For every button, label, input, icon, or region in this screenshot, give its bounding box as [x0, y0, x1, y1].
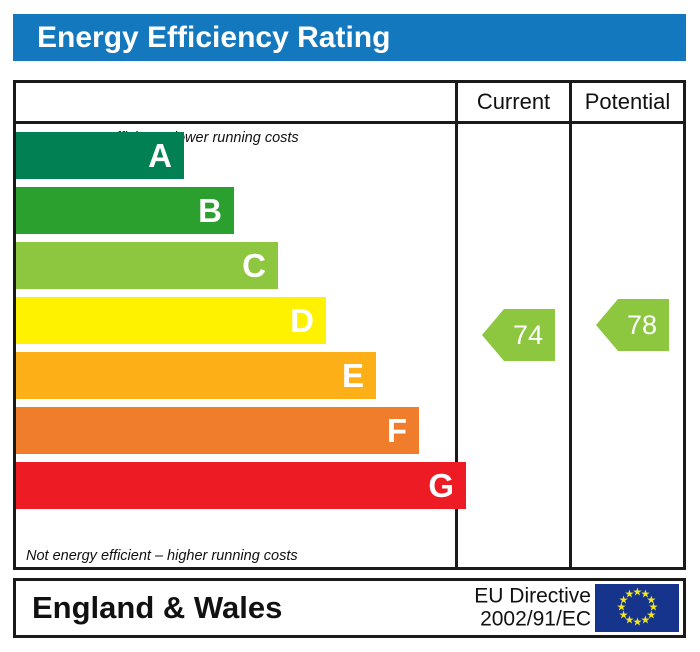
rating-table: Current Potential Very energy efficient …	[13, 80, 686, 570]
note-not-efficient: Not energy efficient – higher running co…	[26, 548, 298, 564]
eu-flag-icon: ★ ★ ★ ★ ★ ★ ★ ★ ★ ★ ★ ★	[595, 584, 679, 632]
eu-flag-star: ★	[618, 609, 629, 621]
band-bar-c: C	[16, 242, 278, 289]
column-divider-current	[455, 124, 458, 570]
eu-flag-star: ★	[646, 594, 657, 606]
footer-region-label: England & Wales	[32, 590, 283, 625]
header-cell-potential: Potential	[569, 83, 683, 121]
eu-flag-star: ★	[632, 586, 643, 599]
eu-flag-star: ★	[640, 588, 651, 601]
eu-flag-star: ★	[624, 588, 635, 601]
header-label-potential: Potential	[584, 89, 671, 114]
band-bar-f: F	[16, 407, 419, 454]
eu-flag-star: ★	[648, 601, 659, 614]
rating-value-potential: 78	[626, 309, 657, 340]
eu-flag-star: ★	[646, 609, 657, 621]
rating-value-current: 74	[512, 319, 543, 350]
eu-flag-star: ★	[616, 601, 627, 614]
eu-flag-star: ★	[624, 614, 635, 627]
band-letter-f: F	[386, 412, 407, 449]
eu-flag-star: ★	[632, 616, 643, 629]
band-letter-e: E	[341, 357, 364, 394]
directive-line-1: EU Directive	[474, 584, 591, 608]
column-divider-potential	[569, 124, 572, 570]
footer-bar: England & Wales EU Directive 2002/91/EC …	[13, 578, 686, 638]
bands-area: Very energy efficient – lower running co…	[16, 124, 466, 570]
band-bar-b: B	[16, 187, 234, 234]
footer-directive: EU Directive 2002/91/EC	[474, 585, 591, 630]
header-cell-current: Current	[455, 83, 569, 121]
band-bar-e: E	[16, 352, 376, 399]
header-cell-blank	[16, 83, 455, 121]
eu-flag-star: ★	[640, 614, 651, 627]
band-bar-d: D	[16, 297, 326, 344]
band-bar-g: G	[16, 462, 466, 509]
rating-arrow-potential: 78	[596, 299, 669, 351]
band-letter-g: G	[428, 467, 454, 504]
rating-arrow-current: 74	[482, 309, 555, 361]
table-header-row: Current Potential	[16, 83, 683, 124]
band-bar-a: A	[16, 132, 184, 179]
directive-line-2: 2002/91/EC	[480, 607, 591, 630]
band-letter-a: A	[148, 137, 172, 174]
band-letter-b: B	[198, 192, 222, 229]
header-label-current: Current	[476, 89, 551, 114]
band-letter-c: C	[242, 247, 266, 284]
band-letter-d: D	[290, 302, 314, 339]
eu-flag-star: ★	[618, 594, 629, 606]
page-title: Energy Efficiency Rating	[37, 20, 391, 54]
title-bar: Energy Efficiency Rating	[13, 14, 686, 61]
